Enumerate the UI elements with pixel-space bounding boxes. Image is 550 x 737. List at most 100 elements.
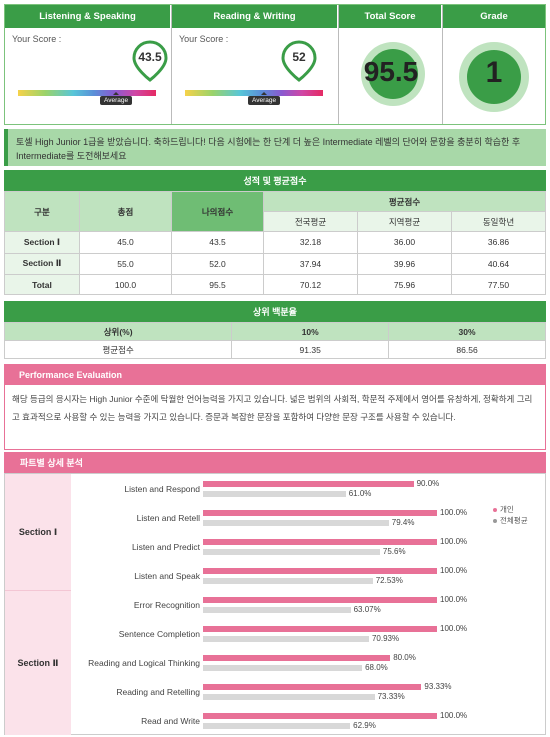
part-label: Listen and Predict [131,542,200,552]
chart-legend: 개인 전체평균 [493,504,528,526]
part-row: Reading and Retelling 93.33% 73.33% [71,679,547,708]
total-score-value: 95.5 [363,56,419,87]
performance-evaluation: Performance Evaluation 해당 등급의 응시자는 High … [4,364,546,450]
part-label: Listen and Respond [124,484,200,494]
bar-all [203,607,351,613]
score-pin: 52 [281,40,317,82]
bar-all-label: 79.4% [391,518,415,527]
part-row: Sentence Completion 100.0% 70.93% [71,621,547,650]
part-row: Read and Write 100.0% 62.9% [71,708,547,737]
grade-card: Grade 1 [443,5,545,124]
score-table-title: 성적 및 평균점수 [4,170,546,191]
bar-all-label: 63.07% [353,605,381,614]
header-my-score: 나의점수 [171,191,264,232]
average-marker: Average [100,92,133,105]
score-cards: Listening & Speaking Your Score : 43.5 A… [4,4,546,125]
legend-dot-mine [493,508,497,513]
part-label: Reading and Retelling [116,687,200,697]
percentile-table: 상위(%) 10% 30% 평균점수 91.35 86.56 [3,322,546,359]
bar-all [203,549,380,555]
part-row: Listen and Retell 100.0% 79.4% [71,505,547,534]
score-gradient-bar [185,90,323,96]
grade-value: 1 [485,56,503,89]
part-label: Listen and Retell [136,513,200,523]
table-row: Section Ⅰ 45.0 43.5 32.18 36.00 36.86 [4,231,546,254]
performance-title: Performance Evaluation [5,365,545,385]
part-label: Reading and Logical Thinking [88,658,200,668]
bar-all-label: 75.6% [382,547,406,556]
map-pin-icon [132,40,168,82]
bar-mine [203,684,422,690]
part-label: Listen and Speak [134,571,200,581]
bar-mine [203,626,437,632]
section-label: Section Ⅰ [5,474,71,590]
bar-mine-label: 100.0% [440,508,468,517]
performance-text: 해당 등급의 응시자는 High Junior 수준에 탁월한 언어능력을 가지… [12,394,533,422]
bar-mine [203,510,437,516]
bar-all-label: 62.9% [353,721,376,730]
part-row: Error Recognition 100.0% 63.07% [71,592,547,621]
part-row: Listen and Speak 100.0% 72.53% [71,563,547,592]
map-pin-icon [281,40,317,82]
card-title: Reading & Writing [172,5,338,28]
grade-circle [467,50,521,104]
card-title: Total Score [339,5,442,28]
bar-mine-label: 80.0% [393,653,416,662]
your-score-label: Your Score : [12,34,62,44]
bar-mine [203,655,391,661]
bar-all [203,491,346,497]
score-value: 52 [292,50,306,64]
bar-mine [203,597,437,603]
score-gradient-bar [18,90,156,96]
part-detail-chart: 개인 전체평균 Section Ⅰ Listen and Respond 90.0%… [4,473,546,735]
score-circle [368,49,418,99]
table-row: Section Ⅱ 55.0 52.0 37.94 39.96 40.64 [4,252,546,276]
bar-all-label: 73.33% [377,692,405,701]
section-label: Section Ⅱ [5,590,71,735]
part-row: Listen and Predict 100.0% 75.6% [71,534,547,563]
legend-dot-all [493,519,497,524]
detail-title: 파트별 상세 분석 [4,452,546,473]
card-title: Grade [443,5,545,28]
bar-mine-label: 93.33% [424,682,452,691]
bar-all-label: 72.53% [375,576,403,585]
header-regional: 지역평균 [357,211,452,232]
part-row: Reading and Logical Thinking 80.0% 68.0% [71,650,547,679]
total-score-card: Total Score 95.5 [339,5,443,124]
listening-speaking-card: Listening & Speaking Your Score : 43.5 A… [5,5,172,124]
bar-all [203,578,373,584]
bar-all [203,636,369,642]
bar-all [203,723,351,729]
table-row: Total 100.0 95.5 70.12 75.96 77.50 [4,274,546,295]
score-value: 43.5 [138,50,162,64]
bar-mine-label: 100.0% [440,595,468,604]
bar-mine-label: 100.0% [440,711,468,720]
part-row: Listen and Respond 90.0% 61.0% [71,476,547,505]
table-row: 평균점수 91.35 86.56 [3,340,546,359]
score-table: 구분 총점 나의점수 평균점수 전국평균 지역평균 동일학년 Section Ⅰ… [4,191,546,295]
bar-mine-label: 100.0% [440,537,468,546]
bar-mine [203,713,437,719]
bar-all [203,694,375,700]
bar-all [203,665,363,671]
percentile-title: 상위 백분율 [4,301,546,322]
header-category: 구분 [4,191,80,232]
header-national: 전국평균 [263,211,358,232]
bar-mine [203,539,437,545]
header-total: 총점 [79,191,172,232]
part-label: Sentence Completion [118,629,200,639]
bar-mine [203,481,414,487]
your-score-label: Your Score : [179,34,229,44]
bar-mine-label: 100.0% [440,566,468,575]
card-title: Listening & Speaking [5,5,171,28]
part-label: Read and Write [141,716,200,726]
reading-writing-card: Reading & Writing Your Score : 52 Averag… [172,5,339,124]
bar-all [203,520,389,526]
header-same-grade: 동일학년 [451,211,546,232]
bar-all-label: 70.93% [371,634,400,643]
score-pin: 43.5 [132,40,168,82]
part-label: Error Recognition [133,600,200,610]
bar-all-label: 61.0% [348,489,372,498]
bar-all-label: 68.0% [365,663,388,672]
bar-mine [203,568,437,574]
